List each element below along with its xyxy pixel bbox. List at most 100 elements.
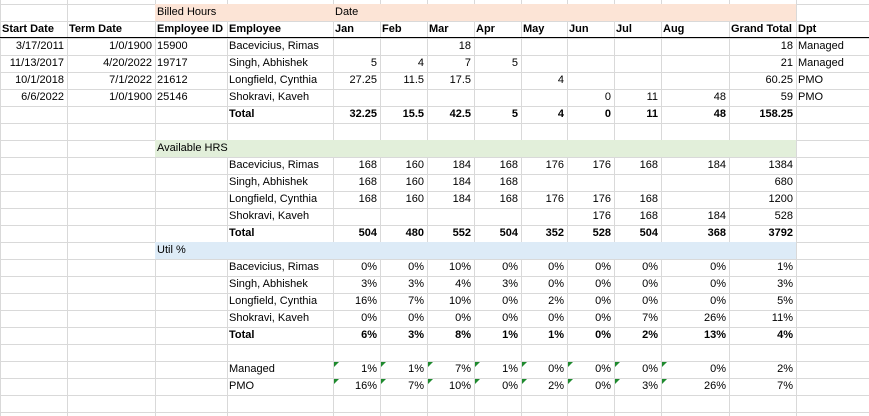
error-indicator-icon[interactable] — [522, 362, 527, 367]
billed-hours-cell[interactable]: 11 — [646, 91, 658, 103]
dept-util-cell[interactable]: 0% — [502, 380, 518, 392]
start-date-cell[interactable]: 3/17/2011 — [15, 40, 64, 52]
util-pct-cell[interactable]: 0% — [710, 278, 726, 290]
billed-hours-cell[interactable] — [521, 38, 567, 55]
billed-hours-cell[interactable] — [661, 72, 729, 89]
util-pct-cell[interactable]: 4% — [455, 278, 471, 290]
employee-name-cell[interactable]: Bacevicius, Rimas — [229, 159, 319, 171]
billed-hours-cell[interactable] — [333, 89, 380, 106]
month-header-mar[interactable]: Mar — [429, 23, 449, 35]
available-hours-cell[interactable]: 168 — [358, 193, 377, 205]
billed-hours-cell[interactable] — [661, 38, 729, 55]
dept-name-cell[interactable]: Managed — [229, 363, 275, 375]
dpt-cell[interactable]: PMO — [798, 74, 824, 86]
util-grand-total-cell[interactable]: 4% — [777, 329, 793, 341]
grand-total-cell[interactable]: 59 — [780, 91, 793, 103]
employee-name-cell[interactable]: Singh, Abhishek — [229, 278, 308, 290]
util-pct-cell[interactable]: 3% — [361, 278, 377, 290]
month-header-jun[interactable]: Jun — [569, 23, 589, 35]
available-hours-cell[interactable]: 184 — [707, 159, 726, 171]
util-total-cell[interactable]: 8% — [455, 329, 471, 341]
billed-total-cell[interactable]: 48 — [713, 108, 726, 120]
available-total-cell[interactable]: 352 — [545, 227, 564, 239]
employee-id-cell[interactable]: 15900 — [157, 40, 188, 52]
billed-hours-cell[interactable] — [614, 72, 661, 89]
available-hrs-label[interactable]: Available HRS — [157, 142, 228, 154]
employee-name-cell[interactable]: Bacevicius, Rimas — [229, 261, 319, 273]
dept-util-cell[interactable]: 1% — [408, 363, 424, 375]
dept-total-cell[interactable]: 2% — [777, 363, 793, 375]
util-pct-cell[interactable]: 0% — [642, 261, 658, 273]
error-indicator-icon[interactable] — [662, 362, 667, 367]
available-hours-cell[interactable]: 176 — [592, 210, 611, 222]
util-total-cell[interactable]: 11% — [771, 312, 793, 324]
dept-util-cell[interactable]: 2% — [548, 380, 564, 392]
util-pct-cell[interactable]: 0% — [595, 278, 611, 290]
billed-total-cell[interactable]: 4 — [557, 108, 564, 120]
total-label[interactable]: Total — [229, 329, 255, 341]
billed-hours-cell[interactable] — [427, 89, 474, 106]
dept-util-cell[interactable]: 0% — [548, 363, 564, 375]
util-total-cell[interactable]: 0% — [595, 329, 611, 341]
employee-name-cell[interactable]: Shokravi, Kaveh — [229, 210, 310, 222]
util-pct-cell[interactable]: 0% — [595, 312, 611, 324]
available-hours-cell[interactable]: 168 — [499, 159, 518, 171]
error-indicator-icon[interactable] — [568, 379, 573, 384]
available-hours-cell[interactable]: 168 — [639, 159, 658, 171]
available-hours-cell[interactable]: 176 — [545, 193, 564, 205]
available-hours-cell[interactable]: 176 — [545, 159, 564, 171]
billed-hours-cell[interactable] — [380, 38, 427, 55]
billed-hours-cell[interactable]: 5 — [511, 57, 518, 69]
available-total-cell[interactable]: 552 — [452, 227, 471, 239]
util-pct-cell[interactable]: 0% — [502, 261, 518, 273]
dept-util-cell[interactable]: 0% — [642, 363, 658, 375]
error-indicator-icon[interactable] — [334, 379, 339, 384]
dept-util-cell[interactable]: 3% — [642, 380, 658, 392]
billed-hours-cell[interactable] — [474, 89, 521, 106]
billed-hours-cell[interactable] — [474, 72, 521, 89]
billed-hours-cell[interactable] — [521, 89, 567, 106]
employee-header[interactable]: Employee — [229, 23, 281, 35]
available-hours-cell[interactable]: 160 — [405, 193, 424, 205]
dpt-cell[interactable]: PMO — [798, 91, 824, 103]
billed-hours-cell[interactable] — [521, 55, 567, 72]
error-indicator-icon[interactable] — [615, 379, 620, 384]
available-hours-cell[interactable]: 184 — [452, 193, 471, 205]
start-date-cell[interactable]: 11/13/2017 — [9, 57, 64, 69]
util-pct-cell[interactable]: 0% — [548, 312, 564, 324]
billed-hours-cell[interactable] — [567, 72, 614, 89]
available-total-cell[interactable]: 528 — [592, 227, 611, 239]
employee-name-cell[interactable]: Shokravi, Kaveh — [229, 312, 310, 324]
billed-hours-cell[interactable] — [474, 38, 521, 55]
available-total-cell[interactable]: 480 — [405, 227, 424, 239]
billed-hours-cell[interactable] — [614, 38, 661, 55]
dept-util-cell[interactable]: 7% — [455, 363, 471, 375]
available-hours-cell[interactable] — [474, 208, 521, 225]
month-header-apr[interactable]: Apr — [476, 23, 495, 35]
util-pct-cell[interactable]: 0% — [642, 278, 658, 290]
billed-hours-cell[interactable]: 4 — [417, 57, 424, 69]
available-hours-cell[interactable] — [427, 208, 474, 225]
available-hours-cell[interactable]: 168 — [639, 210, 658, 222]
term-date-cell[interactable]: 1/0/1900 — [109, 40, 152, 52]
error-indicator-icon[interactable] — [428, 362, 433, 367]
dept-util-cell[interactable]: 0% — [595, 363, 611, 375]
util-pct-cell[interactable]: 3% — [502, 278, 518, 290]
util-pct-cell[interactable]: 0% — [361, 312, 377, 324]
billed-hours-cell[interactable]: 7 — [464, 57, 471, 69]
dept-util-cell[interactable]: 1% — [502, 363, 518, 375]
available-total-cell[interactable]: 528 — [774, 210, 793, 222]
employee-name-cell[interactable]: Longfield, Cynthia — [229, 193, 318, 205]
billed-total-cell[interactable]: 5 — [511, 108, 518, 120]
billed-grand-total-cell[interactable]: 158.25 — [759, 108, 793, 120]
util-pct-cell[interactable]: 0% — [548, 261, 564, 273]
util-total-cell[interactable]: 1% — [548, 329, 564, 341]
available-total-cell[interactable]: 504 — [639, 227, 658, 239]
available-hours-cell[interactable]: 168 — [499, 193, 518, 205]
util-total-cell[interactable]: 3% — [408, 329, 424, 341]
util-pct-cell[interactable]: 0% — [710, 261, 726, 273]
error-indicator-icon[interactable] — [475, 379, 480, 384]
available-hours-cell[interactable]: 160 — [405, 176, 424, 188]
billed-hours-cell[interactable]: 0 — [604, 91, 611, 103]
employee-name-cell[interactable]: Shokravi, Kaveh — [229, 91, 310, 103]
